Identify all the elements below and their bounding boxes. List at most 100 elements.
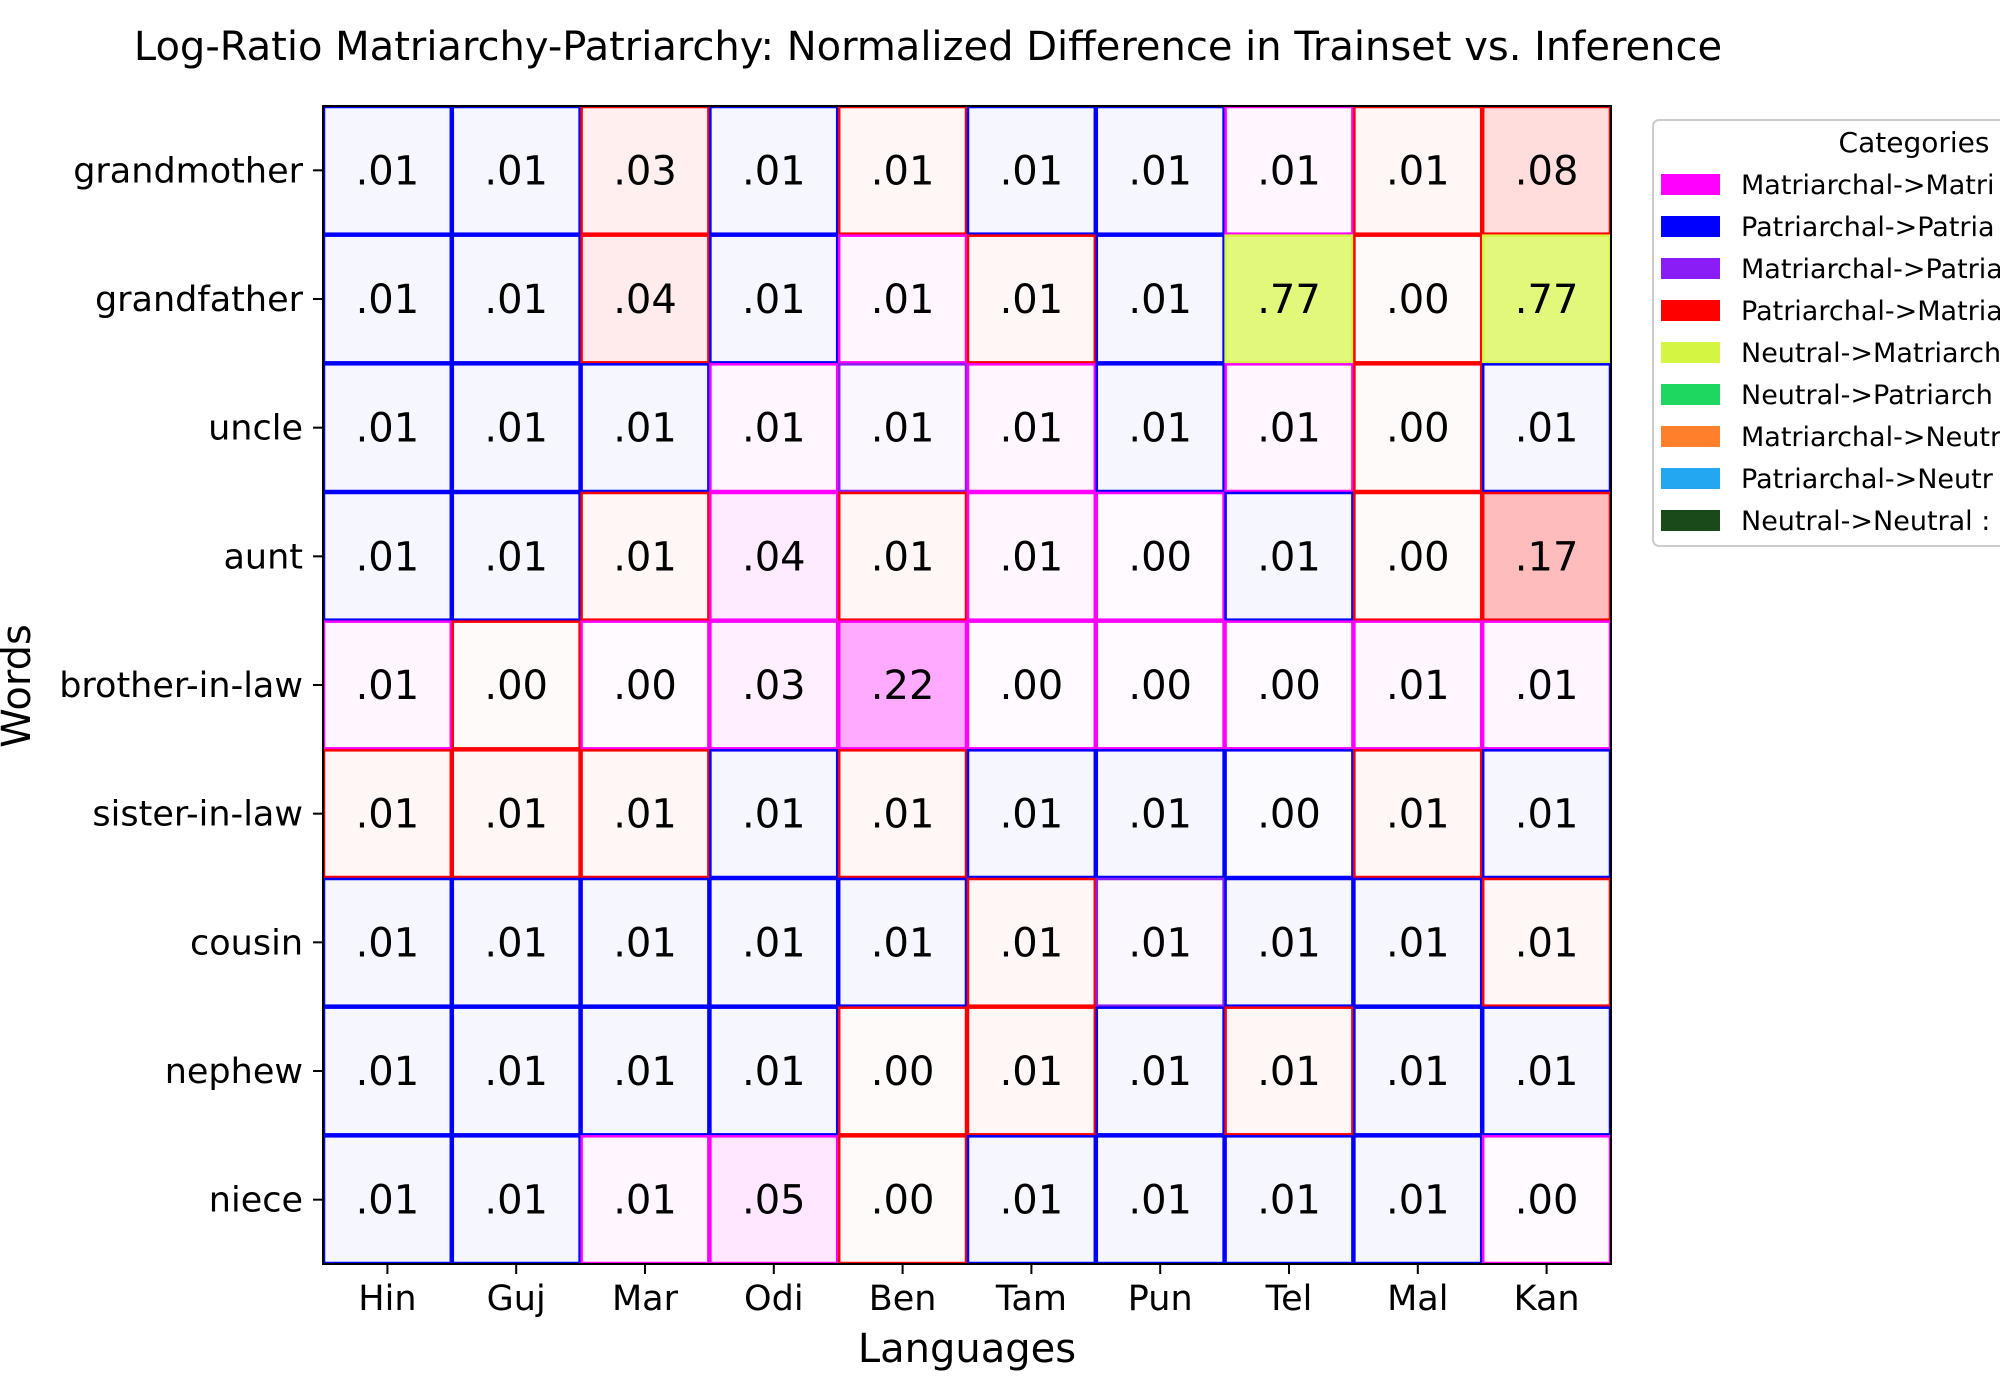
heatmap-cell-grandmother-Ben [838,106,967,235]
heatmap-cell-value: .00 [1128,534,1192,580]
heatmap-cell-aunt-Kan [1482,492,1611,621]
heatmap-cell-border [580,363,710,493]
heatmap-cell-value: .01 [1000,1178,1064,1224]
heatmap-cell-sister-in-law-Tam [967,749,1096,878]
legend-swatch [1661,426,1720,447]
heatmap-cell-value: .01 [742,277,806,323]
heatmap-cell-value: .00 [1515,1178,1579,1224]
heatmap-cell-value: .01 [484,534,548,580]
heatmap-cell-border [451,491,581,621]
y-tick-label: sister-in-law [92,795,303,835]
heatmap-cell-brother-in-law-Mal [1353,620,1483,750]
heatmap-cell-value: .01 [484,277,548,323]
y-tick-label: aunt [223,537,303,577]
heatmap-cell-value: .22 [871,663,935,709]
heatmap-cell-cousin-Pun [1095,878,1225,1007]
heatmap-cell-value: .01 [1128,277,1192,323]
heatmap-cell-value: .01 [1515,920,1579,966]
heatmap-cell-grandfather-Guj [451,234,581,364]
heatmap-cell-value: .01 [484,406,548,452]
x-tick-label: Odi [744,1279,804,1319]
heatmap-cell-grandmother-Tam [967,106,1096,235]
heatmap-cell-brother-in-law-Tel [1224,620,1354,750]
legend-swatch [1661,510,1720,531]
legend-entries: Matriarchal->Matri Patriarchal->Patria Mat… [1661,170,2000,537]
heatmap-cell-uncle-Hin [323,363,452,492]
heatmap-cell-value: .01 [871,534,935,580]
heatmap-cell-value: .00 [1000,663,1064,709]
heatmap-cell-value: .01 [356,663,420,709]
heatmap-cell-value: .01 [356,148,420,194]
heatmap-cell-value: .01 [1257,534,1321,580]
heatmap-cell-border [837,234,968,364]
heatmap-cell-border [580,234,710,364]
heatmap-cell-value: .01 [1386,663,1450,709]
heatmap-cell-border [966,1006,1097,1136]
legend-entry-label: Neutral->Matriarch [1741,338,2000,369]
heatmap-cell-value: .01 [613,920,677,966]
heatmap-cell-value: .77 [1257,277,1321,323]
heatmap-cell-value: .01 [484,792,548,838]
heatmap-cell-aunt-Mal [1353,492,1483,621]
legend-entry-label: Patriarchal->Neutr [1741,464,1994,495]
heatmap-cell-niece-Guj [451,1135,581,1264]
heatmap-cell-border [451,749,581,879]
y-tick-label: brother-in-law [59,666,303,706]
heatmap-cell-border [580,749,710,879]
heatmap-cell-uncle-Tam [967,363,1096,492]
heatmap-cell-border [1353,749,1483,879]
legend-entry-label: Matriarchal->Patria [1741,254,2000,285]
heatmap-cell-grandfather-Kan [1482,234,1611,364]
heatmap-cell-value: .01 [1000,792,1064,838]
heatmap-cell-value: .01 [1000,534,1064,580]
heatmap-cell-border [709,1006,839,1136]
heatmap-cell-grandfather-Odi [709,234,839,364]
heatmap-cell-border [1224,234,1354,364]
heatmap-cell-border [580,620,710,750]
legend-swatch [1661,174,1720,195]
heatmap-cell-value: .01 [871,792,935,838]
heatmap-cell-value: .01 [356,534,420,580]
heatmap-cell-nephew-Mal [1353,1006,1483,1136]
heatmap-cell-value: .04 [613,277,677,323]
heatmap-cell-value: .17 [1515,534,1579,580]
heatmap-cell-value: .01 [484,920,548,966]
heatmap-cell-border [837,749,968,879]
heatmap-cell-sister-in-law-Ben [838,749,967,878]
heatmap-cell-border [966,363,1097,493]
heatmap-cell-border [580,877,710,1007]
heatmap-cell-border [709,363,839,493]
heatmap-cell-nephew-Mar [580,1006,710,1136]
x-axis-label: Languages [858,1326,1076,1372]
heatmap-cell-aunt-Hin [323,492,452,621]
heatmap-cell-border [1095,749,1225,879]
heatmap-cell-border [1224,749,1354,879]
heatmap-cell-value: .03 [613,148,677,194]
heatmap-cell-nephew-Tam [967,1006,1096,1136]
heatmap-cell-brother-in-law-Hin [323,620,452,750]
heatmap-cell-border [966,491,1097,621]
heatmap-cell-border [837,1006,968,1136]
heatmap-cell-value: .01 [871,277,935,323]
heatmap-cell-sister-in-law-Hin [323,749,452,878]
x-axis-ticks: Hin Guj Mar Odi Ben Tam Pun Tel Mal Kan [358,1264,1580,1319]
heatmap-cell-value: .01 [742,406,806,452]
heatmap-cell-border [1224,363,1354,493]
x-tick-label: Tam [995,1279,1067,1319]
y-tick-label: cousin [190,923,303,963]
heatmap-cell-border [1353,620,1483,750]
heatmap-cell-nephew-Pun [1095,1006,1225,1136]
y-tick-label: grandmother [73,151,303,191]
heatmap-cell-grandmother-Kan [1482,106,1611,235]
legend-entry-label: Patriarchal->Matria [1741,296,2000,327]
heatmap-cell-niece-Tel [1224,1135,1354,1264]
heatmap-cell-border [837,491,968,621]
heatmap-cell-value: .01 [484,148,548,194]
heatmap-cell-aunt-Tel [1224,492,1354,621]
heatmap-cell-value: .01 [1000,1049,1064,1095]
heatmap-cell-border [451,363,581,493]
heatmap-cell-aunt-Odi [709,492,839,621]
heatmap-cell-border [709,620,839,750]
heatmap-cell-value: .01 [1257,920,1321,966]
heatmap-cell-brother-in-law-Ben [838,620,967,750]
